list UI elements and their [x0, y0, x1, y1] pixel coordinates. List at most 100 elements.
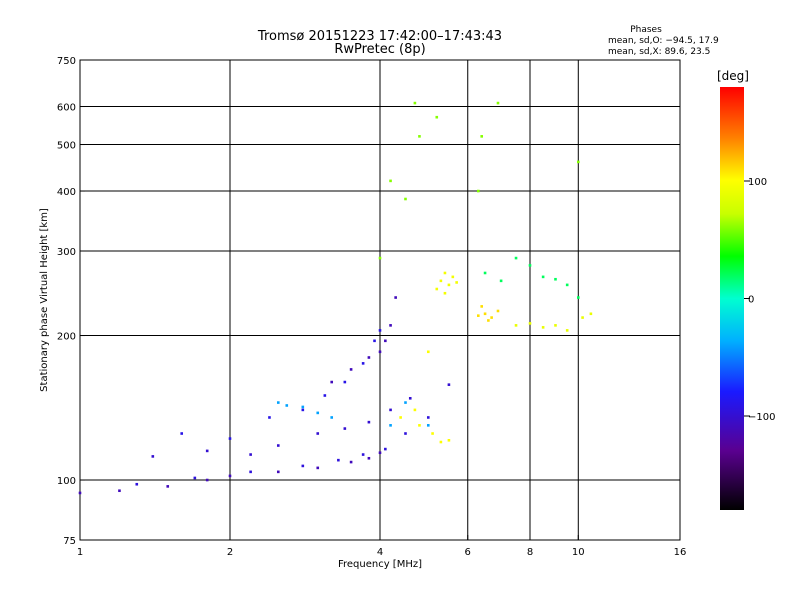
scatter-point: [384, 339, 387, 343]
x-axis-label: Frequency [MHz]: [338, 559, 422, 570]
scatter-points: [78, 101, 593, 495]
scatter-point: [447, 283, 451, 287]
scatter-point: [477, 314, 480, 317]
scatter-point: [378, 256, 382, 260]
scatter-point: [389, 179, 392, 183]
scatter-point: [349, 460, 353, 464]
scatter-point: [301, 405, 305, 409]
scatter-point: [404, 401, 407, 404]
phases-heading: Phases: [630, 25, 662, 35]
x-tick-label: 10: [572, 547, 585, 558]
x-tick-label: 8: [527, 547, 533, 558]
scatter-point: [483, 312, 487, 316]
scatter-point: [118, 489, 121, 493]
x-tick-label: 16: [674, 547, 687, 558]
scatter-point: [439, 279, 443, 283]
scatter-point: [361, 362, 365, 365]
scatter-point: [166, 485, 170, 488]
phase-colorbar: [deg] 100 0 −100: [717, 69, 775, 510]
scatter-point: [343, 427, 347, 430]
scatter-point: [394, 296, 397, 299]
chart-subtitle: RwPretec (8p): [334, 42, 425, 57]
scatter-point: [447, 383, 451, 386]
scatter-point: [480, 135, 484, 138]
scatter-point: [490, 316, 493, 319]
scatter-point: [435, 115, 439, 119]
scatter-point: [276, 444, 280, 447]
scatter-point: [541, 326, 545, 329]
scatter-point: [426, 416, 430, 419]
scatter-point: [426, 350, 430, 354]
y-tick-label: 600: [57, 103, 76, 114]
scatter-point: [496, 309, 500, 313]
scatter-point: [367, 456, 371, 460]
scatter-point: [330, 380, 334, 384]
scatter-point: [389, 408, 392, 412]
scatter-point: [301, 408, 305, 412]
scatter-point: [135, 482, 139, 486]
y-tick-label: 200: [57, 332, 76, 343]
scatter-point: [408, 397, 412, 400]
scatter-point: [455, 281, 458, 284]
colorbar-gradient: [720, 87, 744, 510]
colorbar-tick-label: −100: [748, 412, 775, 423]
scatter-point: [205, 478, 209, 482]
scatter-point: [193, 476, 197, 480]
scatter-point: [268, 416, 271, 419]
scatter-point: [249, 470, 252, 474]
scatter-point: [499, 279, 503, 283]
scatter-point: [367, 356, 371, 359]
scatter-point: [323, 394, 327, 397]
scatter-point: [373, 339, 376, 343]
scatter-point: [483, 271, 487, 275]
scatter-point: [180, 432, 184, 435]
scatter-point: [151, 455, 155, 458]
phase-x-stats: mean, sd,X: 89.6, 23.5: [608, 47, 710, 57]
scatter-point: [337, 458, 340, 462]
scatter-point: [361, 453, 365, 456]
scatter-point: [565, 283, 569, 287]
phase-o-stats: mean, sd,O: −94.5, 17.9: [608, 36, 719, 46]
scatter-point: [343, 380, 347, 384]
scatter-point: [228, 474, 232, 478]
scatter-point: [78, 491, 82, 495]
scatter-point: [528, 264, 532, 267]
scatter-point: [418, 135, 421, 138]
scatter-point: [413, 101, 417, 105]
scatter-point: [480, 305, 484, 308]
scatter-point: [349, 368, 353, 371]
scatter-point: [404, 432, 407, 435]
scatter-point: [285, 404, 289, 407]
scatter-point: [581, 316, 584, 319]
scatter-point: [301, 464, 305, 468]
scatter-point: [514, 256, 518, 260]
scatter-point: [389, 324, 392, 327]
scatter-point: [541, 275, 545, 279]
scatter-point: [451, 275, 455, 279]
scatter-point: [528, 322, 532, 325]
y-tick-label: 100: [57, 476, 76, 487]
y-axis-label: Stationary phase Virtual Height [km]: [39, 208, 50, 392]
scatter-point: [316, 466, 320, 470]
colorbar-tick-label: 100: [748, 177, 767, 188]
colorbar-unit-label: [deg]: [717, 69, 749, 83]
scatter-point: [316, 411, 320, 415]
y-tick-label: 300: [57, 247, 76, 258]
scatter-point: [443, 291, 447, 295]
scatter-point: [565, 329, 569, 332]
colorbar-tick-label: 0: [748, 295, 754, 306]
scatter-point: [330, 416, 334, 419]
scatter-point: [384, 447, 387, 451]
chart-title: Tromsø 20151223 17:42:00–17:43:43: [257, 29, 502, 44]
scatter-point: [439, 440, 443, 444]
scatter-point: [404, 197, 407, 201]
scatter-point: [514, 324, 518, 327]
grid-lines: [80, 60, 680, 540]
scatter-point: [378, 329, 382, 332]
scatter-point: [477, 189, 480, 193]
scatter-point: [399, 416, 402, 419]
y-tick-label: 750: [57, 56, 76, 67]
scatter-point: [276, 401, 280, 404]
axis-ticks: 1 2 4 6 8 10 16 75 100 200 300 400 500 600 750: [57, 56, 686, 558]
scatter-point: [554, 277, 557, 281]
